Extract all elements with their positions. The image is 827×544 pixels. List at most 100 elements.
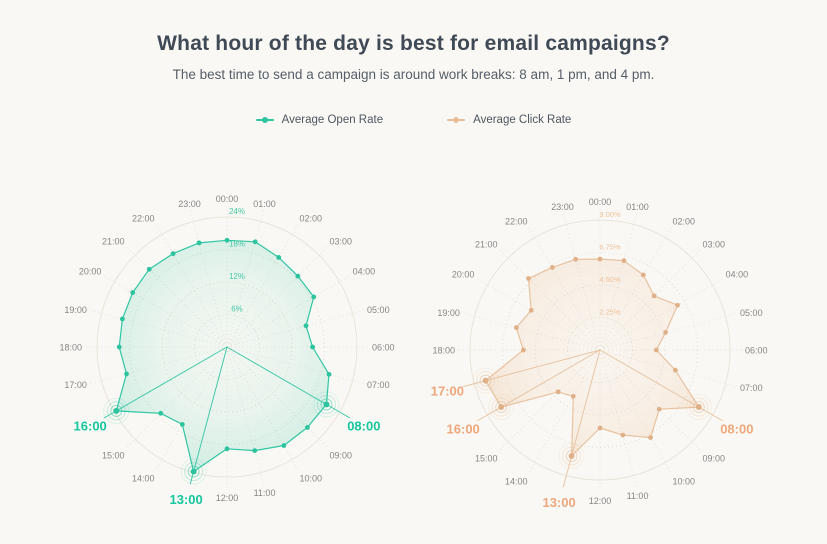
- highlight-ripple-icon: [562, 446, 582, 466]
- data-point-02:00[interactable]: [276, 255, 282, 260]
- data-point-21:00[interactable]: [526, 276, 531, 281]
- data-point-03:00[interactable]: [295, 273, 301, 279]
- highlighted-hour-label-13:00: 13:00: [542, 495, 575, 510]
- data-point-15:00[interactable]: [158, 410, 164, 416]
- highlighted-hour-label-13:00: 13:00: [169, 492, 202, 507]
- page-title: What hour of the day is best for email c…: [157, 32, 670, 56]
- hour-label-15:00: 15:00: [102, 451, 125, 461]
- highlight-ray-line: [189, 346, 228, 485]
- data-point-08:00[interactable]: [323, 401, 330, 408]
- data-point-07:00[interactable]: [326, 371, 332, 377]
- hour-label-23:00: 23:00: [551, 202, 574, 212]
- highlight-ripple-icon: [320, 398, 333, 411]
- data-point-17:00[interactable]: [124, 371, 129, 377]
- data-point-14:00[interactable]: [570, 393, 576, 399]
- open-rate-radar-svg: 6% 12% 18% 24% 00:00 01:00 02:00 03:00 04:00 05:0…: [59, 194, 395, 507]
- hour-label-03:00: 03:00: [703, 239, 726, 249]
- data-point-11:00[interactable]: [252, 448, 258, 453]
- radar-grid-ring: [534, 284, 666, 416]
- data-point-18:00[interactable]: [521, 347, 526, 353]
- data-point-18:00[interactable]: [116, 344, 122, 350]
- highlight-ray-line: [103, 346, 228, 419]
- data-point-00:00[interactable]: [597, 256, 603, 262]
- data-point-08:00[interactable]: [695, 404, 702, 411]
- hour-label-17:00: 17:00: [64, 380, 87, 390]
- hour-label-22:00: 22:00: [505, 216, 528, 226]
- hour-label-01:00: 01:00: [253, 199, 276, 209]
- hour-label-22:00: 22:00: [132, 213, 155, 223]
- highlight-ray-line: [226, 346, 351, 419]
- data-point-12:00[interactable]: [224, 446, 230, 452]
- data-point-00:00[interactable]: [224, 237, 230, 243]
- series-area[interactable]: [484, 258, 700, 457]
- highlight-ray-line: [476, 349, 601, 422]
- data-point-07:00[interactable]: [672, 367, 678, 373]
- data-point-12:00[interactable]: [597, 425, 603, 431]
- data-point-11:00[interactable]: [620, 432, 626, 438]
- hour-label-12:00: 12:00: [216, 493, 239, 503]
- data-point-19:00[interactable]: [513, 325, 519, 330]
- highlighted-hour-label-16:00: 16:00: [74, 419, 107, 434]
- data-point-22:00[interactable]: [170, 251, 176, 257]
- data-point-16:00[interactable]: [113, 407, 120, 414]
- open-rate-radar-chart: 6% 12% 18% 24% 00:00 01:00 02:00 03:00 04:00 05:0…: [37, 165, 417, 539]
- data-point-01:00[interactable]: [252, 239, 258, 245]
- data-point-23:00[interactable]: [196, 240, 202, 246]
- hour-label-10:00: 10:00: [673, 477, 696, 487]
- highlight-ripple-icon: [472, 367, 499, 394]
- data-point-20:00[interactable]: [528, 307, 534, 313]
- hour-label-11:00: 11:00: [627, 491, 649, 501]
- hour-label-02:00: 02:00: [300, 213, 323, 223]
- radial-tick-label: 18%: [229, 240, 245, 249]
- radar-outer-ring: [469, 219, 731, 481]
- data-point-17:00[interactable]: [482, 377, 489, 384]
- data-point-22:00[interactable]: [549, 265, 555, 270]
- data-point-21:00[interactable]: [146, 266, 152, 272]
- hour-label-06:00: 06:00: [372, 343, 395, 353]
- radar-outer-ring: [96, 216, 358, 478]
- data-point-23:00[interactable]: [573, 256, 579, 262]
- data-point-10:00[interactable]: [281, 443, 287, 448]
- highlight-ripple-icon: [106, 401, 126, 421]
- data-point-04:00[interactable]: [675, 302, 680, 308]
- radial-tick-label: 4.50%: [599, 275, 621, 284]
- radar-grid-ring: [502, 252, 698, 448]
- data-point-14:00[interactable]: [179, 422, 185, 427]
- data-point-15:00[interactable]: [555, 389, 561, 395]
- highlight-ray-line: [599, 349, 724, 422]
- data-point-03:00[interactable]: [651, 293, 657, 299]
- data-point-04:00[interactable]: [311, 294, 317, 300]
- legend-item-click-rate[interactable]: Average Click Rate: [447, 114, 571, 126]
- highlighted-hour-label-08:00: 08:00: [347, 419, 380, 434]
- click-rate-series-marker-icon: [447, 115, 466, 125]
- data-point-09:00[interactable]: [656, 406, 662, 412]
- data-point-20:00[interactable]: [130, 290, 136, 295]
- hour-label-10:00: 10:00: [300, 474, 323, 484]
- highlight-ripple-icon: [685, 394, 712, 421]
- data-point-19:00[interactable]: [119, 316, 125, 322]
- hour-label-20:00: 20:00: [452, 270, 475, 280]
- hour-label-12:00: 12:00: [589, 496, 612, 506]
- data-point-06:00[interactable]: [653, 347, 659, 353]
- hour-label-18:00: 18:00: [59, 343, 82, 353]
- data-point-09:00[interactable]: [305, 425, 310, 430]
- data-point-16:00[interactable]: [498, 404, 505, 411]
- hour-label-15:00: 15:00: [475, 454, 498, 464]
- hour-label-09:00: 09:00: [330, 451, 353, 461]
- highlighted-hour-label-16:00: 16:00: [447, 422, 480, 437]
- legend-item-open-rate[interactable]: Average Open Rate: [255, 114, 383, 126]
- highlight-ripple-icon: [495, 401, 508, 414]
- legend: Average Open Rate Average Click Rate: [0, 114, 827, 126]
- data-point-01:00[interactable]: [621, 258, 627, 264]
- data-point-13:00[interactable]: [190, 468, 197, 475]
- hour-label-19:00: 19:00: [64, 305, 87, 315]
- data-point-06:00[interactable]: [310, 344, 315, 350]
- hour-label-21:00: 21:00: [475, 239, 498, 249]
- hour-label-05:00: 05:00: [367, 305, 390, 315]
- data-point-02:00[interactable]: [640, 272, 646, 278]
- data-point-05:00[interactable]: [303, 323, 309, 329]
- data-point-13:00[interactable]: [568, 453, 575, 460]
- hour-label-07:00: 07:00: [740, 383, 763, 393]
- data-point-10:00[interactable]: [648, 435, 653, 440]
- data-point-05:00[interactable]: [663, 330, 668, 335]
